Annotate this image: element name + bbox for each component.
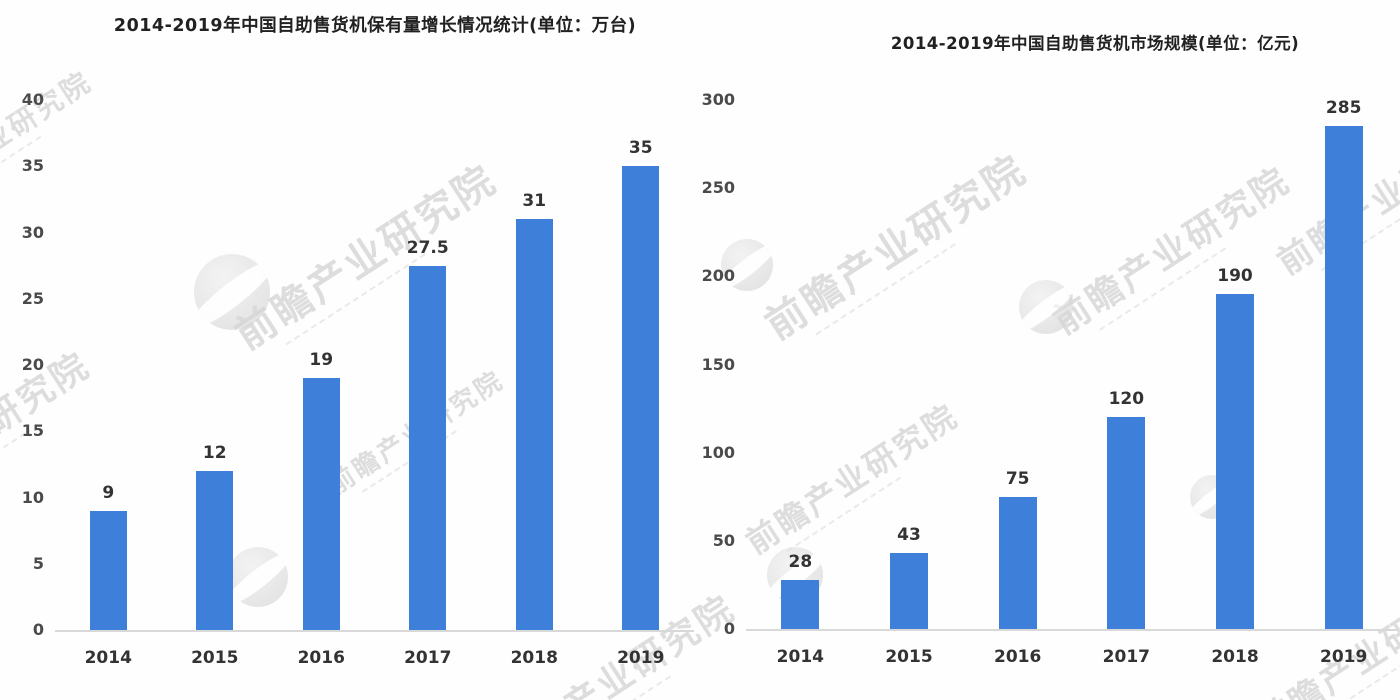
x-axis-tick-label: 2018 <box>1211 647 1259 667</box>
watermark-brand-text: 前瞻产业研究院 <box>752 138 1039 355</box>
bar-2014 <box>781 579 820 629</box>
y-axis-tick-label: 0 <box>723 619 735 638</box>
bar-value-label: 27.5 <box>406 237 449 258</box>
bar-2019 <box>622 166 660 630</box>
watermark-sphere-logo-icon <box>1019 280 1073 334</box>
y-axis-tick-label: 100 <box>701 442 735 462</box>
bar-value-label: 12 <box>202 443 227 463</box>
y-axis-tick-label: 200 <box>701 266 735 286</box>
bar-value-label: 43 <box>897 525 921 546</box>
bar-value-label: 19 <box>309 350 334 371</box>
watermark-sphere-logo-icon <box>228 547 288 607</box>
y-axis-tick-label: 250 <box>701 178 735 198</box>
bar-2015 <box>890 553 928 629</box>
y-axis-tick-label: 0 <box>32 620 44 639</box>
watermark-brand-text: 前瞻产业研究院 <box>1246 562 1400 700</box>
x-axis-line <box>55 630 694 632</box>
bar-value-label: 190 <box>1217 265 1253 286</box>
y-axis-tick-label: 20 <box>21 355 44 374</box>
bar-2014 <box>89 510 127 630</box>
y-axis-tick-label: 50 <box>712 530 735 550</box>
y-axis-tick-label: 25 <box>21 288 44 308</box>
y-axis-tick-label: 300 <box>701 90 735 109</box>
y-axis-tick-label: 35 <box>21 156 44 176</box>
bar-2018 <box>515 219 553 630</box>
x-axis-line <box>746 629 1398 631</box>
bar-value-label: 28 <box>788 551 813 572</box>
watermark-sphere-logo-icon <box>194 254 270 330</box>
left-chart-title: 2014-2019年中国自助售货机保有量增长情况统计(单位：万台) <box>113 16 637 36</box>
y-axis-tick-label: 30 <box>21 222 44 242</box>
x-axis-tick-label: 2019 <box>617 648 665 668</box>
watermark-sphere-logo-icon <box>721 239 773 291</box>
bar-value-label: 31 <box>522 191 547 212</box>
y-axis-tick-label: 150 <box>701 354 735 374</box>
x-axis-tick-label: 2017 <box>404 648 452 668</box>
y-axis-tick-label: 15 <box>21 421 44 441</box>
bar-2017 <box>409 265 447 630</box>
bar-2015 <box>196 471 234 630</box>
bar-2016 <box>302 378 340 630</box>
bar-2019 <box>1324 126 1363 629</box>
bar-value-label: 75 <box>1005 468 1030 489</box>
x-axis-tick-label: 2015 <box>191 648 239 668</box>
x-axis-tick-label: 2017 <box>1102 647 1150 667</box>
bar-value-label: 120 <box>1108 389 1145 410</box>
y-axis-tick-label: 40 <box>21 90 44 109</box>
bar-value-label: 9 <box>102 482 115 503</box>
x-axis-tick-label: 2015 <box>885 647 933 667</box>
x-axis-tick-label: 2019 <box>1319 647 1368 667</box>
watermark-brand-text: 前瞻产业研究院 <box>1042 152 1302 348</box>
y-axis-tick-label: 5 <box>32 553 44 573</box>
x-axis-tick-label: 2018 <box>510 648 558 668</box>
x-axis-tick-label: 2016 <box>993 647 1042 667</box>
right-chart-title: 2014-2019年中国自助售货机市场规模(单位：亿元) <box>890 34 1300 53</box>
x-axis-tick-label: 2016 <box>297 648 345 668</box>
x-axis-tick-label: 2014 <box>84 648 132 668</box>
x-axis-tick-label: 2014 <box>776 647 824 667</box>
bar-2016 <box>998 496 1037 629</box>
watermark-brand-text: 前瞻产业研究院 <box>0 61 102 217</box>
y-axis-tick-label: 10 <box>21 487 44 507</box>
bar-value-label: 285 <box>1325 98 1362 119</box>
bar-value-label: 35 <box>628 138 653 159</box>
bar-2018 <box>1216 293 1254 629</box>
bar-2017 <box>1107 417 1146 629</box>
